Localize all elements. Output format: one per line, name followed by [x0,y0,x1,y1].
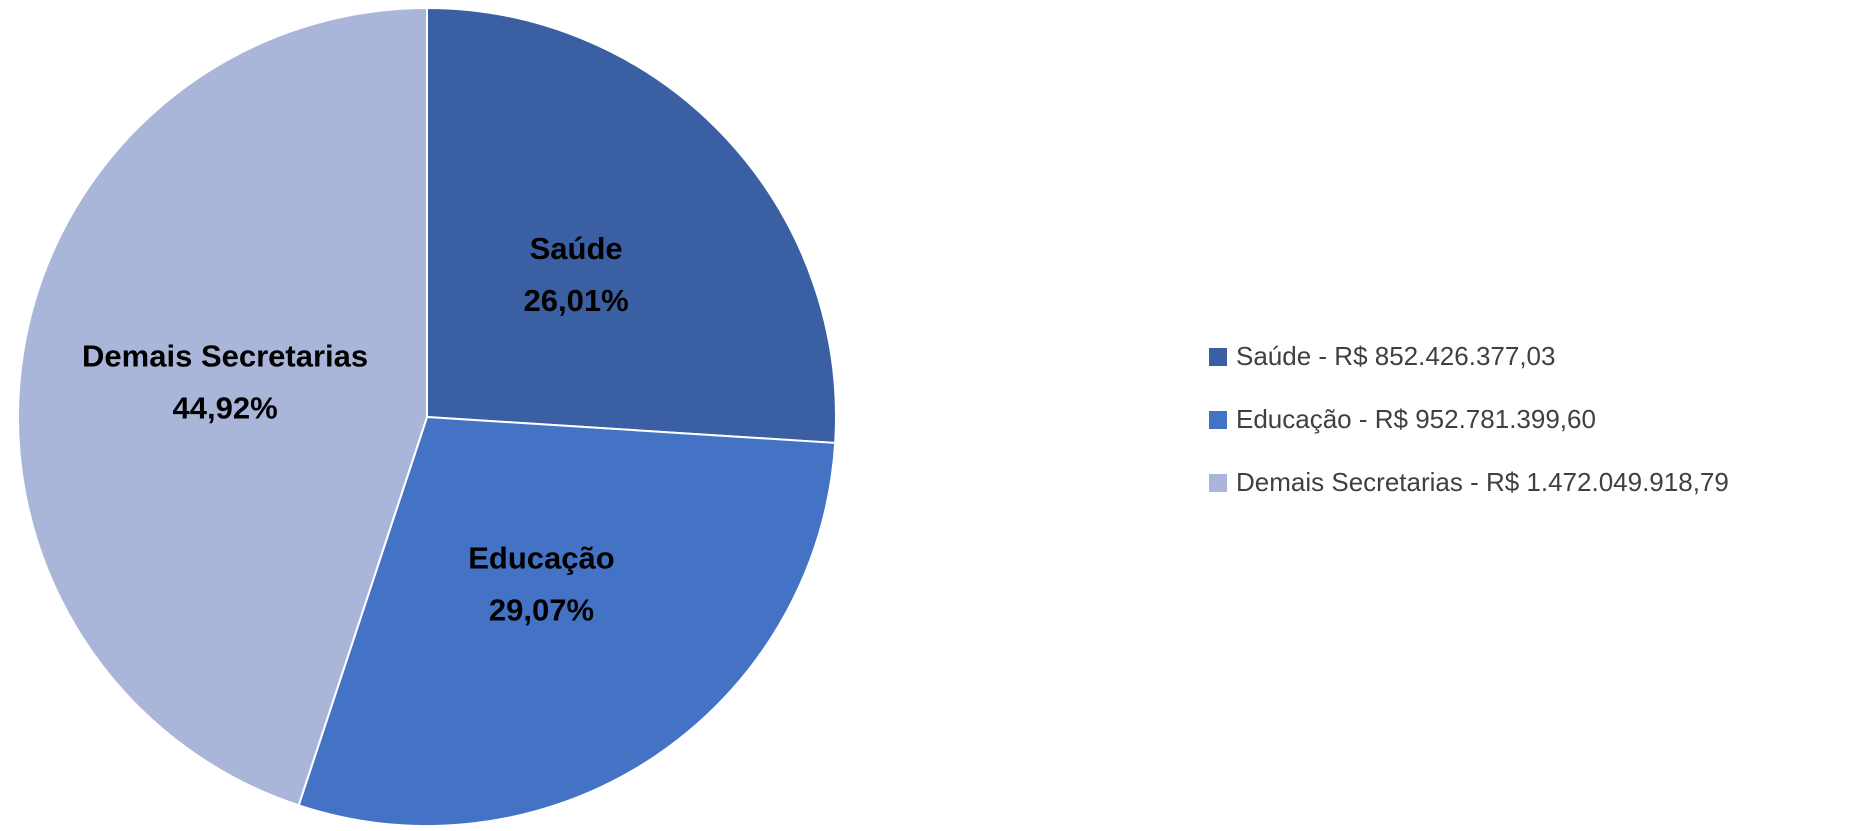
slice-value-label: 26,01% [524,283,629,318]
pie-slice [297,415,837,827]
legend-label: Demais Secretarias - R$ 1.472.049.918,79 [1236,467,1729,497]
legend-swatch [1209,474,1227,492]
legend-label: Saúde - R$ 852.426.377,03 [1236,341,1555,371]
slice-label: Educação [468,541,614,576]
slice-label: Demais Secretarias [82,339,368,374]
legend-swatch [1209,411,1227,429]
slice-label: Saúde [530,231,623,266]
pie-slice [17,6,428,807]
legend-label: Educação - R$ 952.781.399,60 [1236,404,1596,434]
legend-swatch [1209,348,1227,366]
slice-value-label: 29,07% [489,593,594,628]
slice-value-label: 44,92% [173,391,278,426]
pie-slice [426,6,837,444]
